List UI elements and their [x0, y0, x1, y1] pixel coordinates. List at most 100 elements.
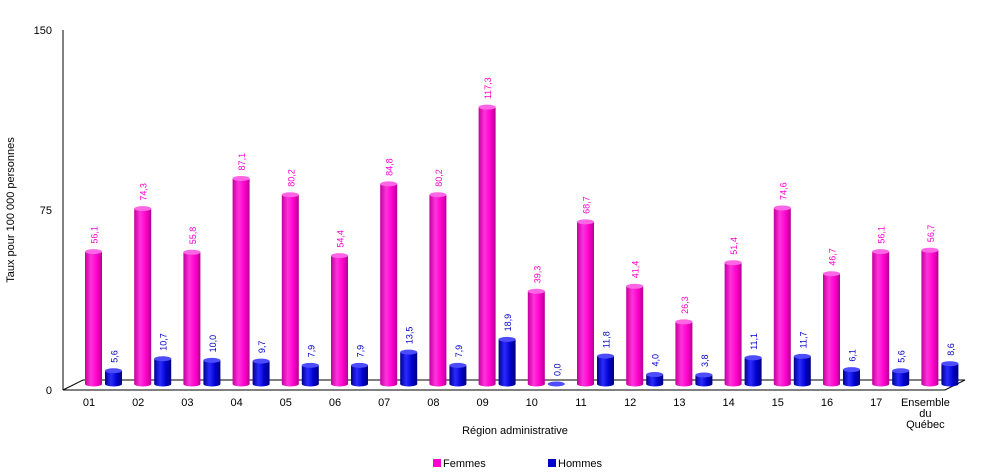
x-tick-label: 07 — [378, 397, 390, 409]
bar-hommes — [203, 357, 221, 387]
bar-hommes — [351, 362, 368, 387]
value-label-hommes: 11,1 — [749, 333, 759, 350]
x-tick-label: 12 — [624, 397, 636, 409]
bar-hommes — [892, 368, 910, 387]
bar-hommes — [547, 381, 565, 387]
value-label-hommes: 11,7 — [798, 332, 808, 349]
value-label-femmes: 46,7 — [828, 248, 838, 266]
legend-swatch-femmes — [433, 459, 441, 467]
bar-femmes — [675, 319, 693, 387]
value-label-hommes: 6,1 — [848, 349, 858, 362]
legend-swatch-hommes — [548, 459, 556, 467]
value-label-hommes: 13,5 — [405, 327, 415, 345]
value-label-hommes: 10,7 — [159, 333, 169, 351]
value-label-femmes: 41,4 — [631, 261, 641, 279]
value-label-femmes: 74,6 — [778, 182, 788, 200]
value-label-femmes: 26,3 — [680, 296, 690, 314]
value-label-hommes: 11,8 — [602, 331, 612, 348]
y-axis-title-group: Taux pour 100 000 personnes — [5, 137, 17, 283]
value-label-hommes: 3,8 — [700, 355, 710, 368]
bar-femmes — [921, 247, 939, 387]
y-tick-labels: 0 75 150 — [34, 25, 52, 397]
bar-hommes — [301, 362, 319, 387]
x-tick-label: 11 — [575, 397, 586, 409]
value-label-femmes: 84,8 — [385, 158, 395, 176]
x-tick-label: 17 — [870, 397, 882, 409]
x-tick-label: 03 — [181, 397, 193, 409]
value-label-femmes: 56,7 — [926, 225, 936, 243]
bar-femmes — [724, 260, 742, 387]
x-tick-label: 10 — [526, 397, 538, 409]
value-label-hommes: 7,9 — [454, 345, 464, 358]
value-label-femmes: 39,3 — [532, 266, 542, 284]
legend-label-femmes: Femmes — [443, 458, 486, 470]
x-tick-label: 13 — [673, 397, 685, 409]
value-label-hommes: 4,0 — [651, 354, 661, 367]
value-label-hommes: 0,0 — [552, 363, 562, 376]
value-label-femmes: 117,3 — [483, 77, 493, 99]
bar-hommes — [400, 349, 418, 387]
bar-femmes — [232, 175, 250, 387]
y-tick-label: 0 — [46, 385, 52, 397]
bar-femmes — [626, 283, 644, 387]
value-labels-layer: 56,1 5,6 74,3 10,7 55,8 10,0 87,1 9,7 80,2 7,9 54,… — [90, 77, 956, 376]
bar-hommes — [252, 358, 270, 387]
bar-femmes — [478, 104, 496, 387]
y-axis-title: Taux pour 100 000 personnes — [5, 137, 17, 283]
bar-femmes — [527, 288, 545, 387]
bar-femmes — [281, 192, 299, 387]
x-tick-label: 09 — [476, 397, 488, 409]
bar-femmes — [183, 249, 201, 387]
x-tick-label: 15 — [772, 397, 784, 409]
x-tick-label: 08 — [427, 397, 439, 409]
bar-hommes — [695, 372, 713, 387]
x-tick-label: 02 — [132, 397, 144, 409]
bar-femmes — [577, 219, 594, 387]
value-label-hommes: 18,9 — [503, 314, 513, 332]
value-label-femmes: 87,1 — [237, 153, 247, 171]
x-tick-label: 04 — [230, 397, 242, 409]
y-tick-label: 150 — [34, 25, 52, 37]
value-label-hommes: 7,9 — [306, 345, 316, 358]
value-label-femmes: 68,7 — [582, 196, 592, 214]
bar-hommes — [498, 336, 516, 387]
value-label-femmes: 80,2 — [286, 169, 296, 187]
bar-femmes — [429, 192, 447, 387]
value-label-hommes: 7,9 — [356, 345, 366, 358]
bar-hommes — [941, 361, 959, 387]
value-label-femmes: 51,4 — [729, 237, 739, 255]
bar-femmes — [331, 253, 348, 387]
bar-hommes — [154, 356, 172, 387]
bar-hommes — [105, 368, 122, 387]
x-tick-label: 06 — [329, 397, 341, 409]
value-label-hommes: 5,6 — [897, 350, 907, 363]
value-label-femmes: 80,2 — [434, 169, 444, 187]
legend-label-hommes: Hommes — [558, 458, 603, 470]
bar-femmes — [380, 181, 398, 387]
bar-femmes — [872, 249, 890, 387]
bar-hommes — [597, 353, 614, 387]
bars-layer — [85, 104, 959, 387]
x-tick-label: 05 — [280, 397, 292, 409]
x-axis-title: Région administrative — [462, 425, 568, 437]
bar-femmes — [134, 206, 152, 387]
x-tick-labels: 01 02 03 04 05 06 07 08 09 10 11 12 13 14 15 16 17 Ensemb… — [83, 397, 950, 431]
value-label-femmes: 56,1 — [90, 226, 100, 244]
x-tick-label: 16 — [821, 397, 833, 409]
bar-femmes — [823, 271, 840, 387]
x-tick-label: 01 — [83, 397, 95, 409]
bar-femmes — [85, 249, 102, 387]
bar-hommes — [744, 355, 762, 387]
value-label-hommes: 5,6 — [110, 350, 120, 363]
value-label-femmes: 74,3 — [139, 183, 149, 201]
x-tick-label: 14 — [722, 397, 734, 409]
y-tick-label: 75 — [40, 205, 52, 217]
value-label-hommes: 8,6 — [946, 343, 956, 356]
bar-hommes — [843, 367, 860, 387]
bar-femmes — [773, 205, 791, 387]
value-label-hommes: 10,0 — [208, 335, 218, 353]
value-label-hommes: 9,7 — [257, 341, 267, 354]
value-label-femmes: 54,4 — [336, 230, 346, 248]
x-tick-label: Ensemble du Québec — [901, 397, 950, 431]
